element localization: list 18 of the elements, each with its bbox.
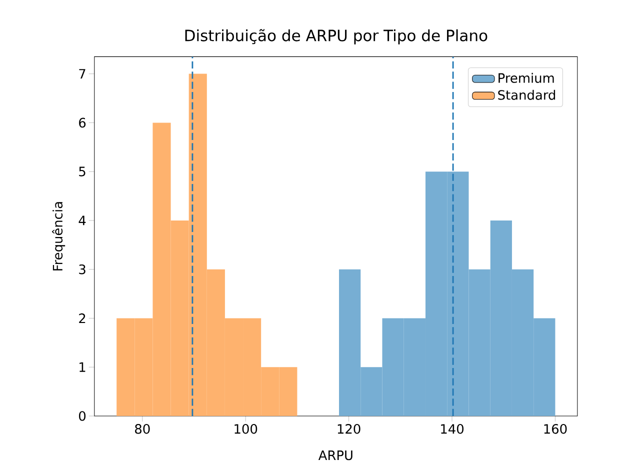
y-tick-label: 5	[79, 166, 86, 177]
x-tick-label: 100	[234, 424, 258, 434]
y-tick-label: 0	[78, 411, 86, 422]
y-tick-label: 2	[79, 314, 86, 324]
y-tick-label: 3	[79, 264, 86, 274]
y-axis-title: Frequência	[52, 202, 66, 271]
legend-label: Premium	[498, 73, 554, 84]
x-tick-label: 80	[135, 424, 150, 434]
y-tick-label: 4	[78, 216, 86, 226]
x-tick-label: 160	[544, 424, 567, 434]
x-tick-label: 120	[338, 424, 360, 434]
chart-title: Distribuição de ARPU por Tipo de Plano	[185, 29, 488, 45]
legend-label: Standard	[498, 90, 556, 100]
y-tick-label: 7	[79, 69, 86, 79]
x-axis-title: ARPU	[318, 450, 352, 460]
y-tick-label: 1	[80, 362, 86, 372]
y-tick-label: 6	[79, 118, 86, 128]
x-tick-label: 140	[441, 424, 464, 434]
